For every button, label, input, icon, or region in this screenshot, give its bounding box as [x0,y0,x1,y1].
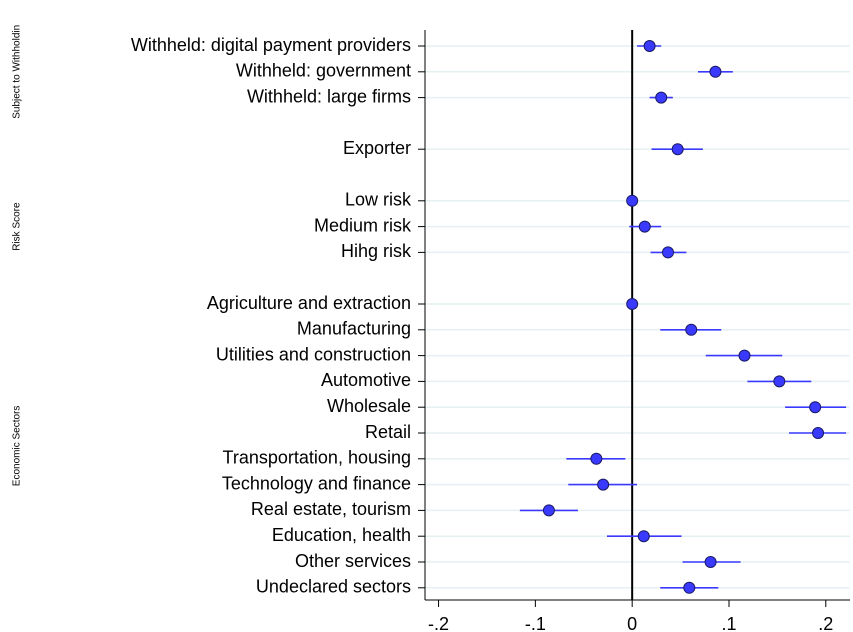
point [590,452,603,465]
x-tick-label: -.1 [525,614,546,632]
group-label: Risk Score [12,202,23,251]
point [638,220,651,233]
point [773,375,786,388]
point [704,556,717,568]
y-tick-label: Education, health [272,525,411,545]
y-tick-label: Low risk [345,190,412,210]
y-tick-label: Exporter [343,138,411,158]
point [683,581,696,594]
point [671,143,684,156]
point [655,91,668,104]
point [685,323,698,336]
y-tick-label: Withheld: large firms [247,86,411,106]
point [738,349,751,362]
x-tick-label: .2 [818,614,833,632]
point [637,530,650,543]
point [626,194,639,207]
point [809,401,822,414]
y-tick-label: Withheld: digital payment providers [131,35,411,55]
y-tick-label: Automotive [321,370,411,390]
x-tick-label: 0 [627,614,637,632]
x-tick-label: .1 [721,614,736,632]
y-tick-label: Utilities and construction [216,344,411,364]
y-tick-label: Medium risk [314,215,412,235]
point [643,40,656,52]
y-tick-label: Agriculture and extraction [207,293,411,313]
y-tick-label: Technology and finance [222,473,411,493]
point [709,65,722,78]
group-label: Subject to Withholdin [12,25,23,119]
y-tick-label: Transportation, housing [223,448,411,468]
y-tick-label: Wholesale [327,396,411,416]
y-tick-label: Undeclared sectors [256,577,411,597]
y-tick-label: Withheld: government [236,61,411,81]
point [597,478,610,491]
y-tick-label: Other services [295,551,411,571]
y-tick-label: Manufacturing [297,319,411,339]
y-tick-label: Hihg risk [341,241,412,261]
x-tick-label: -.2 [428,614,449,632]
group-label: Economic Sectors [12,406,23,487]
point [661,246,674,259]
point [626,298,639,310]
y-tick-label: Retail [365,422,411,442]
point [812,427,825,439]
point [542,504,555,517]
y-tick-label: Real estate, tourism [251,499,411,519]
